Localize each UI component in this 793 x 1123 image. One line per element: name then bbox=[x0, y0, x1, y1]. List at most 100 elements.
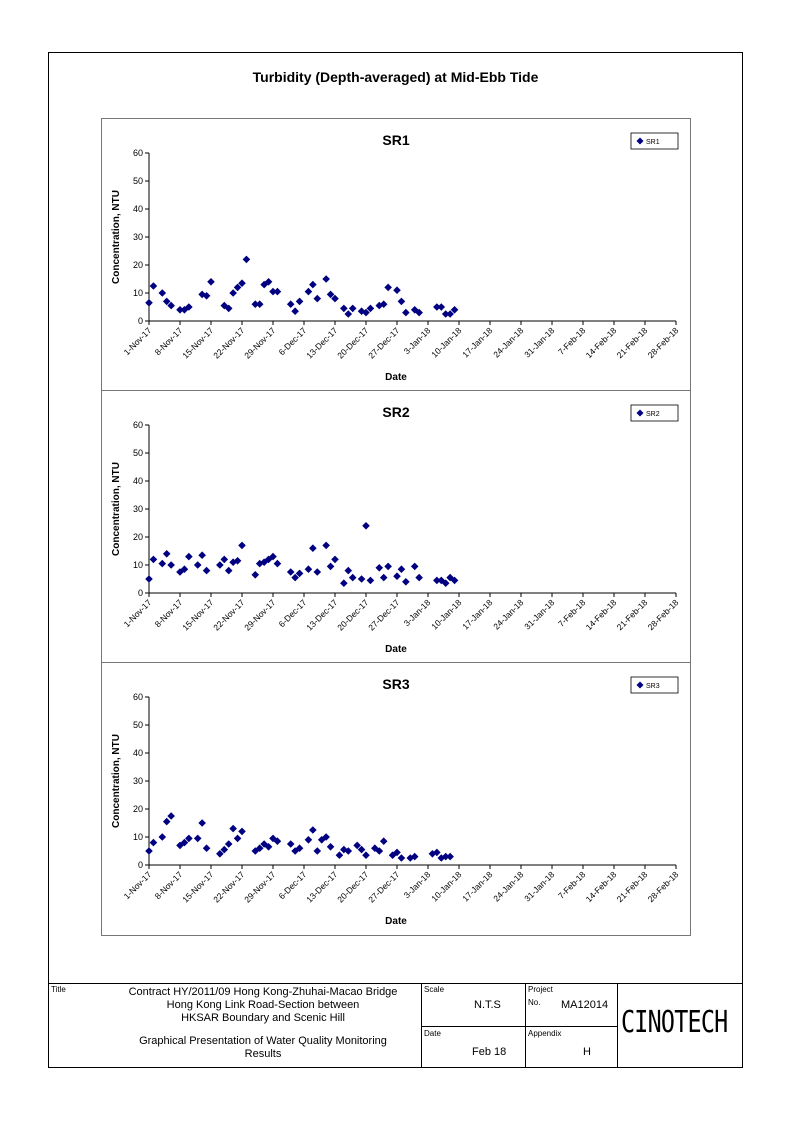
y-tick-label: 50 bbox=[133, 720, 143, 730]
data-point bbox=[286, 840, 295, 848]
charts-box bbox=[101, 118, 691, 936]
x-tick-label: 31-Jan-18 bbox=[522, 325, 556, 359]
data-point bbox=[269, 287, 277, 296]
data-point bbox=[402, 308, 410, 317]
contract-title-line: HKSAR Boundary and Scenic Hill bbox=[181, 1012, 345, 1024]
x-axis-label: Date bbox=[385, 644, 407, 655]
data-point bbox=[433, 303, 441, 311]
x-tick-label: 29-Nov-17 bbox=[242, 597, 277, 632]
data-point bbox=[264, 843, 273, 851]
data-point bbox=[428, 850, 437, 858]
data-point bbox=[326, 843, 335, 851]
drawing-subtitle: Graphical Presentation of Water Quality … bbox=[108, 1035, 418, 1061]
legend-marker bbox=[636, 137, 644, 145]
x-tick-label: 13-Dec-17 bbox=[304, 869, 339, 904]
data-point bbox=[353, 841, 361, 850]
chart-divider bbox=[101, 662, 691, 663]
x-tick-label: 17-Jan-18 bbox=[460, 869, 494, 903]
company-logo: CINOTECH bbox=[621, 1005, 728, 1040]
x-tick-label: 10-Jan-18 bbox=[429, 325, 463, 359]
data-point bbox=[433, 576, 441, 585]
legend-box bbox=[630, 132, 679, 150]
data-point bbox=[185, 552, 193, 561]
data-point bbox=[180, 565, 189, 573]
data-point bbox=[295, 297, 304, 306]
x-tick-label: 14-Feb-18 bbox=[584, 597, 619, 632]
x-tick-label: 3-Jan-18 bbox=[402, 869, 433, 900]
x-tick-label: 20-Dec-17 bbox=[335, 325, 370, 360]
data-point bbox=[441, 579, 450, 587]
drawing-subtitle-line: Graphical Presentation of Water Quality … bbox=[139, 1035, 387, 1047]
y-axis-label: Concentration, NTU bbox=[111, 734, 122, 828]
data-point bbox=[357, 845, 366, 854]
data-point bbox=[158, 559, 167, 568]
x-tick-label: 1-Nov-17 bbox=[122, 869, 154, 901]
chart-sr2: SR2 0 10 20 30 40 50 60 1-Nov-17 8-Nov-1715-Nov-1… bbox=[111, 404, 681, 655]
data-point bbox=[176, 306, 184, 314]
x-tick-label: 31-Jan-18 bbox=[522, 869, 556, 903]
data-point bbox=[393, 848, 401, 857]
data-point bbox=[264, 555, 273, 564]
data-point bbox=[180, 838, 189, 847]
data-point bbox=[158, 833, 167, 841]
y-tick-label: 0 bbox=[138, 588, 143, 598]
y-tick-label: 40 bbox=[133, 476, 143, 486]
x-tick-label: 27-Dec-17 bbox=[366, 325, 401, 360]
data-point bbox=[149, 282, 158, 290]
data-point bbox=[185, 303, 193, 311]
x-tick-label: 13-Dec-17 bbox=[304, 597, 339, 632]
data-point bbox=[233, 557, 242, 565]
data-point bbox=[295, 569, 304, 578]
data-point bbox=[437, 303, 446, 311]
y-tick-label: 50 bbox=[133, 176, 143, 186]
data-point bbox=[224, 304, 233, 313]
x-tick-label: 6-Dec-17 bbox=[277, 869, 309, 901]
x-tick-label: 13-Dec-17 bbox=[304, 325, 339, 360]
x-axis-label: Date bbox=[385, 372, 407, 383]
contract-title-line: Contract HY/2011/09 Hong Kong-Zhuhai-Mac… bbox=[128, 986, 398, 998]
legend-marker bbox=[636, 409, 644, 417]
data-point bbox=[149, 838, 158, 847]
data-point bbox=[242, 255, 251, 264]
data-point bbox=[185, 834, 193, 843]
appendix-value: H bbox=[583, 1046, 591, 1058]
chart-sr1: SR1 0 10 20 30 40 50 60 1-Nov-17 8-Nov-1715-Nov-1… bbox=[111, 132, 681, 383]
data-point bbox=[207, 278, 215, 286]
data-point bbox=[220, 555, 229, 564]
data-point bbox=[340, 845, 348, 854]
data-point bbox=[264, 278, 273, 286]
data-point bbox=[145, 575, 153, 583]
data-point bbox=[446, 310, 454, 318]
x-tick-label: 1-Nov-17 bbox=[122, 325, 154, 357]
data-point bbox=[446, 573, 454, 582]
data-point bbox=[180, 306, 189, 314]
data-point bbox=[362, 522, 370, 530]
data-point bbox=[198, 551, 206, 559]
data-point bbox=[326, 562, 335, 571]
y-tick-label: 30 bbox=[133, 776, 143, 786]
data-point bbox=[362, 308, 370, 317]
data-point bbox=[335, 851, 344, 859]
x-tick-label: 3-Jan-18 bbox=[402, 597, 433, 628]
drawing-subtitle-line: Results bbox=[244, 1048, 282, 1060]
data-point bbox=[202, 566, 211, 575]
data-point bbox=[313, 568, 322, 576]
y-tick-label: 0 bbox=[138, 316, 143, 326]
chart-divider bbox=[101, 390, 691, 391]
title-block: Title Contract HY/2011/09 Hong Kong-Zhuh… bbox=[48, 983, 743, 1068]
data-point bbox=[167, 812, 175, 820]
data-point bbox=[229, 289, 237, 297]
data-point bbox=[220, 845, 229, 854]
y-tick-label: 50 bbox=[133, 448, 143, 458]
data-point bbox=[291, 307, 299, 315]
x-tick-label: 28-Feb-18 bbox=[646, 869, 681, 904]
data-point bbox=[393, 572, 401, 580]
data-point bbox=[238, 827, 246, 836]
data-point bbox=[379, 837, 388, 845]
data-point bbox=[295, 844, 304, 852]
data-point bbox=[348, 304, 357, 313]
x-tick-label: 17-Jan-18 bbox=[460, 597, 494, 631]
page-title: Turbidity (Depth-averaged) at Mid-Ebb Ti… bbox=[252, 69, 539, 85]
y-tick-label: 10 bbox=[133, 832, 143, 842]
data-point bbox=[384, 283, 392, 292]
